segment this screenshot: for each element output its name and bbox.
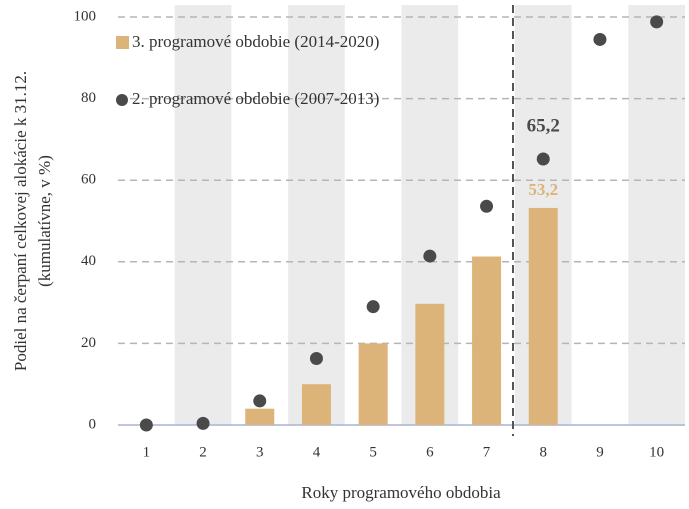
legend-swatch <box>116 36 129 49</box>
band-shade <box>628 5 685 425</box>
bar <box>415 303 445 425</box>
x-tick-label: 8 <box>540 444 548 460</box>
x-tick-label: 6 <box>426 444 434 460</box>
dot <box>423 249 437 263</box>
x-tick-label: 9 <box>596 444 604 460</box>
legend-label: 3. programové obdobie (2014-2020) <box>132 32 379 51</box>
bar <box>528 207 558 425</box>
band-shade <box>174 5 232 425</box>
legend-swatch <box>116 94 128 106</box>
y-tick-label: 20 <box>81 335 96 351</box>
dot <box>196 416 210 430</box>
y-axis-title: Podiel na čerpaní celkovej alokácie k 31… <box>11 71 30 371</box>
x-tick-label: 7 <box>483 444 491 460</box>
dot <box>593 32 607 46</box>
x-tick-label: 1 <box>143 444 151 460</box>
bar <box>472 256 502 425</box>
y-tick-label: 80 <box>81 90 96 106</box>
data-label: 65,2 <box>527 115 560 136</box>
legend-label: 2. programové obdobie (2007-2013) <box>132 89 379 108</box>
dot <box>139 418 153 432</box>
dot <box>366 300 380 314</box>
bar <box>245 408 275 425</box>
bar <box>358 343 388 425</box>
y-tick-label: 0 <box>89 416 97 432</box>
dot <box>253 394 267 408</box>
x-tick-label: 3 <box>256 444 264 460</box>
y-tick-label: 60 <box>81 172 96 188</box>
y-axis-title: (kumulatívne, v %) <box>35 155 54 287</box>
data-label: 53,2 <box>528 180 558 199</box>
y-tick-label: 100 <box>74 8 97 24</box>
y-tick-label: 40 <box>81 253 96 269</box>
x-tick-label: 2 <box>199 444 207 460</box>
x-tick-label: 10 <box>649 444 664 460</box>
dot <box>650 15 664 29</box>
x-tick-label: 4 <box>313 444 321 460</box>
dot <box>309 351 323 365</box>
bar <box>301 384 331 425</box>
dot <box>536 152 550 166</box>
dot <box>480 199 494 213</box>
x-tick-label: 5 <box>369 444 377 460</box>
x-axis-title: Roky programového obdobia <box>301 483 501 502</box>
